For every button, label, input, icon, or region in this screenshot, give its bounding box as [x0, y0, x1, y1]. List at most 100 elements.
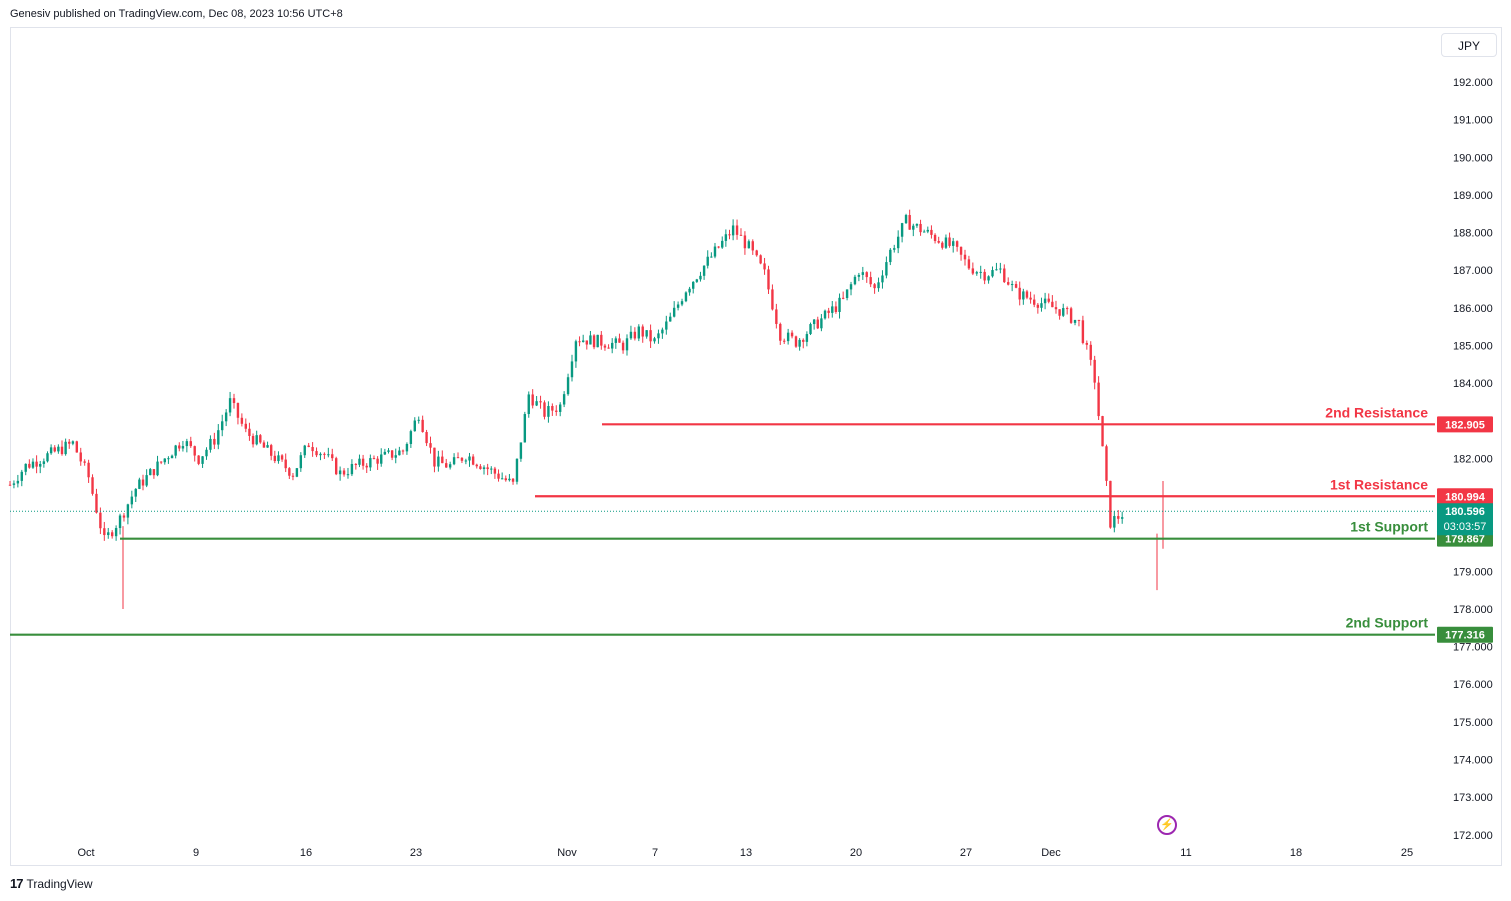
candle-body — [1101, 416, 1104, 447]
candle-body — [20, 471, 23, 481]
candle-body — [471, 456, 475, 465]
candle-body — [110, 532, 114, 537]
candle-body — [676, 304, 680, 308]
candle-body — [823, 310, 827, 319]
candle-body — [834, 306, 838, 312]
candle-body — [299, 455, 303, 469]
candle-body — [783, 340, 786, 342]
x-tick-label: 27 — [960, 847, 972, 859]
candle-body — [731, 225, 735, 236]
candle-body — [523, 414, 527, 443]
candle-body — [365, 465, 368, 468]
candle-body — [122, 515, 126, 518]
candles-layer — [8, 209, 1435, 609]
candle-body — [1036, 304, 1040, 308]
candle-body — [452, 457, 456, 465]
x-tick-label: 23 — [410, 847, 422, 859]
candle-body — [857, 274, 861, 277]
candle-body — [405, 443, 409, 452]
candle-body — [889, 249, 892, 263]
candle-body — [614, 338, 618, 343]
currency-button[interactable]: JPY — [1441, 33, 1497, 57]
candle-body — [456, 457, 460, 459]
candle-body — [163, 458, 166, 463]
candle-body — [849, 284, 853, 290]
candle-body — [702, 265, 706, 276]
chart-frame — [10, 27, 1502, 866]
candle-body — [236, 403, 240, 418]
y-tick-label: 182.000 — [1453, 453, 1493, 465]
candle-body — [539, 401, 542, 403]
candle-body — [621, 342, 625, 351]
candle-body — [1025, 291, 1029, 298]
candle-body — [695, 279, 699, 282]
candle-body — [1047, 298, 1050, 302]
candle-body — [543, 402, 546, 417]
candle-body — [437, 456, 440, 467]
candle-body — [873, 284, 876, 289]
price-badge — [1437, 416, 1493, 433]
candle-body — [1040, 303, 1043, 308]
price-axis: 192.000 191.000 190.000 189.000 188.000 187.0… — [1453, 77, 1493, 842]
candle-body — [118, 515, 122, 529]
candle-body — [181, 446, 185, 449]
candle-body — [816, 319, 819, 329]
candle-body — [570, 361, 574, 378]
candle-body — [284, 459, 287, 469]
candle-body — [273, 455, 277, 462]
candle-body — [57, 446, 60, 452]
y-tick-label: 175.000 — [1453, 717, 1493, 729]
y-tick-label: 188.000 — [1453, 228, 1493, 240]
candle-body — [193, 446, 196, 456]
candle-body — [68, 441, 71, 444]
candle-body — [735, 225, 739, 235]
y-tick-label: 173.000 — [1453, 792, 1493, 804]
candle-body — [812, 319, 816, 325]
level-label: 1st Support — [1350, 519, 1428, 535]
candle-body — [31, 461, 35, 468]
candle-body — [975, 272, 978, 274]
candle-body — [1117, 516, 1120, 519]
candle-body — [728, 234, 731, 236]
candle-body — [948, 237, 951, 246]
candle-body — [145, 475, 148, 486]
candle-body — [963, 254, 967, 260]
candle-body — [170, 455, 174, 459]
tradingview-logo[interactable]: 17 TradingView — [10, 876, 93, 891]
candle-body — [710, 256, 713, 258]
candle-body — [479, 466, 482, 470]
candle-body — [535, 401, 538, 406]
y-tick-label: 177.000 — [1453, 642, 1493, 654]
candle-body — [747, 241, 751, 249]
y-tick-label: 185.000 — [1453, 340, 1493, 352]
candle-body — [531, 394, 534, 406]
candle-body — [603, 345, 607, 348]
candle-body — [486, 467, 489, 470]
level-label: 2nd Resistance — [1325, 404, 1428, 420]
candle-body — [713, 246, 717, 257]
candle-body — [433, 447, 436, 467]
candle-body — [221, 421, 224, 431]
candle-body — [585, 340, 589, 345]
candle-body — [919, 223, 922, 233]
candle-body — [692, 281, 695, 289]
candle-body — [248, 428, 251, 436]
candle-body — [1007, 282, 1010, 285]
y-tick-label: 172.000 — [1453, 830, 1493, 842]
candle-body — [779, 323, 782, 341]
candle-body — [398, 450, 401, 456]
candle-body — [610, 342, 614, 349]
candle-body — [717, 246, 720, 248]
candle-body — [460, 457, 464, 461]
candle-body — [629, 331, 633, 339]
candle-body — [908, 215, 911, 230]
candle-body — [346, 474, 350, 476]
candle-body — [724, 234, 728, 241]
candle-body — [262, 442, 266, 448]
candle-body — [369, 458, 372, 468]
lightning-icon[interactable]: ⚡ — [1157, 815, 1177, 835]
x-tick-label: 25 — [1401, 847, 1413, 859]
candle-body — [1018, 287, 1021, 300]
candle-body — [688, 288, 691, 293]
